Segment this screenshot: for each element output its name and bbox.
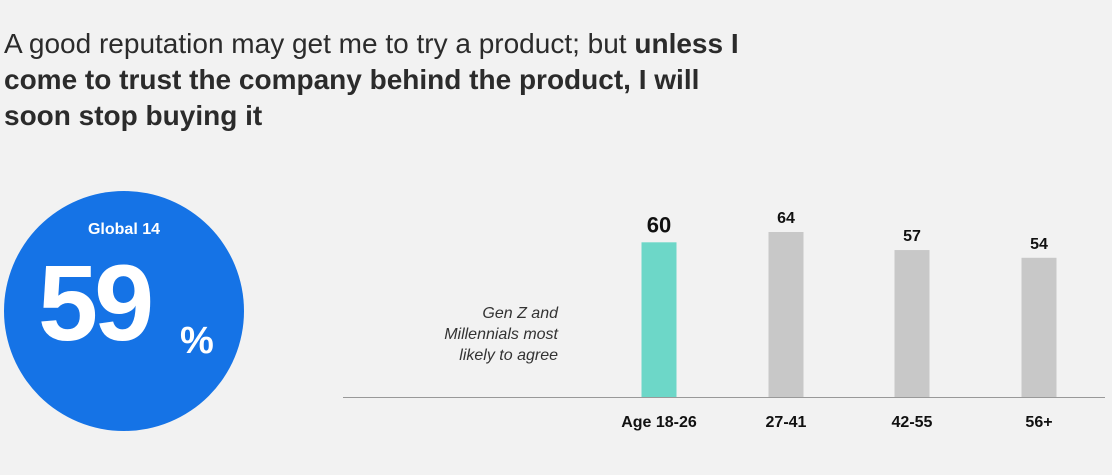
chart-annotation: Gen Z and Millennials most likely to agr… — [380, 303, 558, 366]
global-label: Global 14 — [87, 221, 161, 238]
global-score-circle: Global 14 59 % — [4, 191, 244, 431]
bar-27-41 — [768, 232, 804, 397]
bar-value-label: 54 — [1030, 236, 1048, 253]
annotation-line-3: likely to agree — [459, 347, 558, 364]
annotation-line-1: Gen Z and — [482, 305, 558, 322]
headline: A good reputation may get me to try a pr… — [4, 26, 764, 134]
x-tick-label: 42-55 — [892, 414, 933, 431]
x-tick-label: Age 18-26 — [621, 414, 697, 431]
x-tick-label: 27-41 — [766, 414, 807, 431]
bar-56- — [1021, 257, 1057, 397]
bar-value-label: 57 — [903, 228, 921, 245]
x-tick-label: 56+ — [1025, 414, 1052, 431]
headline-bold-text: unless I come to trust the company behin… — [4, 28, 739, 131]
bar-value-label: 64 — [777, 210, 795, 227]
annotation-line-2: Millennials most — [444, 326, 558, 343]
headline-regular-text: A good reputation may get me to try a pr… — [4, 28, 627, 59]
global-value: 59 — [38, 242, 154, 363]
bar-value-label: 60 — [647, 212, 671, 237]
bar-42-55 — [894, 250, 930, 397]
bar-age-18-26 — [641, 242, 677, 397]
global-percent-sign: % — [180, 320, 214, 362]
